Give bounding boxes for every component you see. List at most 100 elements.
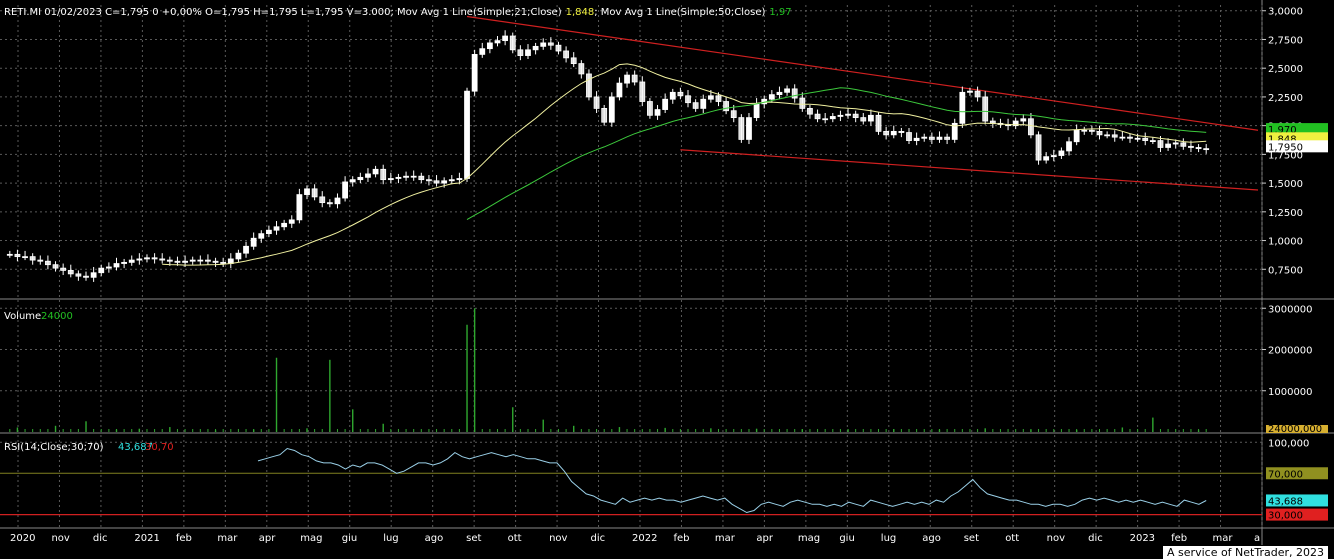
candle-body xyxy=(1134,137,1141,140)
candle-body xyxy=(1096,130,1103,136)
candle-body xyxy=(601,108,608,123)
candle-body xyxy=(746,117,752,140)
time-axis-label: ott xyxy=(1005,533,1019,544)
candle-body xyxy=(433,180,440,184)
chart-headers: RETI.MI 01/02/2023 C=1,795 0 +0,00% O=1,… xyxy=(4,7,792,453)
candle-body xyxy=(1172,142,1179,145)
time-axis-label: 2023 xyxy=(1130,533,1155,544)
candle-body xyxy=(974,90,981,98)
time-axis-label: 2021 xyxy=(134,533,159,544)
candle-body xyxy=(898,130,905,133)
candle-body xyxy=(852,113,859,119)
rsi-tick-label: 43,688 xyxy=(1268,496,1303,507)
candle-body xyxy=(136,258,143,261)
time-axis-label: ago xyxy=(425,533,444,544)
candle-body xyxy=(1066,141,1072,152)
candle-body xyxy=(395,176,402,179)
candle-body xyxy=(205,259,211,262)
candle-body xyxy=(906,132,912,141)
candle-body xyxy=(776,91,783,96)
time-axis-label: mag xyxy=(798,533,820,544)
ma21-value: 1,848 xyxy=(566,7,595,18)
candle-body xyxy=(426,179,432,182)
price-axis: 3,00002,75002,50002,25002,00001,75001,50… xyxy=(1262,7,1328,522)
candle-body xyxy=(258,233,265,239)
rsi-panel xyxy=(0,447,1262,516)
candle-body xyxy=(265,229,272,235)
candle-body xyxy=(1203,148,1210,151)
candle-body xyxy=(959,91,966,124)
time-axis-label: set xyxy=(964,533,979,544)
time-axis-label: feb xyxy=(673,533,689,544)
time-axis-label: lug xyxy=(881,533,896,544)
candle-body xyxy=(52,264,59,269)
candle-body xyxy=(144,257,150,260)
candle-body xyxy=(182,260,188,263)
candle-body xyxy=(288,219,295,224)
volume-value: 24000 xyxy=(41,311,73,322)
candle-body xyxy=(1188,145,1194,148)
candle-body xyxy=(1149,140,1156,142)
candle-body xyxy=(349,179,356,183)
candle-body xyxy=(1012,120,1019,127)
candle-body xyxy=(982,96,989,122)
time-axis-label: a xyxy=(1254,533,1260,544)
time-axis-label: feb xyxy=(176,533,192,544)
candle-body xyxy=(532,45,539,51)
ma21-price-box-text: 1,848 xyxy=(1268,134,1297,145)
time-axis-label: dic xyxy=(1088,533,1103,544)
candle-body xyxy=(723,101,730,112)
candle-body xyxy=(936,136,943,140)
candle-body xyxy=(486,42,493,50)
candle-body xyxy=(799,97,806,109)
candle-body xyxy=(639,81,646,102)
candle-body xyxy=(509,35,516,51)
candle-body xyxy=(1088,129,1095,132)
rsi-tick-label: 30,000 xyxy=(1268,511,1303,522)
time-axis-label: giu xyxy=(342,533,357,544)
rsi-value-box xyxy=(1266,508,1328,521)
price-tick-label: 3,0000 xyxy=(1268,7,1303,18)
candle-body xyxy=(311,188,318,198)
candle-body xyxy=(220,261,227,264)
candle-body xyxy=(75,273,82,277)
candle-body xyxy=(700,98,707,109)
time-axis-label: ago xyxy=(922,533,941,544)
candle-body xyxy=(380,168,387,181)
candle-body xyxy=(304,188,310,195)
candle-body xyxy=(45,260,51,266)
volume-tick-label: 1000000 xyxy=(1268,387,1313,398)
candle-body xyxy=(1111,134,1118,138)
candle-body xyxy=(128,259,135,263)
time-axis-label: 2020 xyxy=(10,533,35,544)
price-tick-label: 2,7500 xyxy=(1268,35,1303,46)
candle-body xyxy=(334,197,341,205)
candle-body xyxy=(387,178,394,181)
candle-body xyxy=(921,136,928,139)
time-axis-label: apr xyxy=(756,533,773,544)
candle-body xyxy=(944,136,951,140)
candle-body xyxy=(37,259,44,262)
price-tick-label: 1,7500 xyxy=(1268,150,1303,161)
candle-body xyxy=(403,175,409,178)
candle-body xyxy=(14,253,21,258)
time-axis-label: mag xyxy=(300,533,322,544)
time-axis-label: nov xyxy=(51,533,69,544)
ma50-price-box-text: 1,970 xyxy=(1268,125,1297,136)
candle-body xyxy=(479,48,486,55)
candle-body xyxy=(410,175,417,178)
ma21-line xyxy=(162,63,1207,266)
price-candles xyxy=(6,30,1210,282)
candle-body xyxy=(1157,140,1164,148)
candle-body xyxy=(715,95,722,102)
candle-body xyxy=(105,266,112,269)
candle-body xyxy=(1119,136,1126,139)
price-tick-label: 1,5000 xyxy=(1268,179,1303,190)
time-axis: 2020 nov dic 2021 feb mar apr mag giu lug ago set ot… xyxy=(10,533,1260,544)
rsi-tick-label: 70,000 xyxy=(1268,469,1303,480)
candle-body xyxy=(464,90,470,179)
candle-body xyxy=(662,98,669,110)
candle-body xyxy=(1020,118,1027,122)
candle-body xyxy=(212,260,219,263)
volume-value-label: 24000,000 xyxy=(1268,424,1322,435)
